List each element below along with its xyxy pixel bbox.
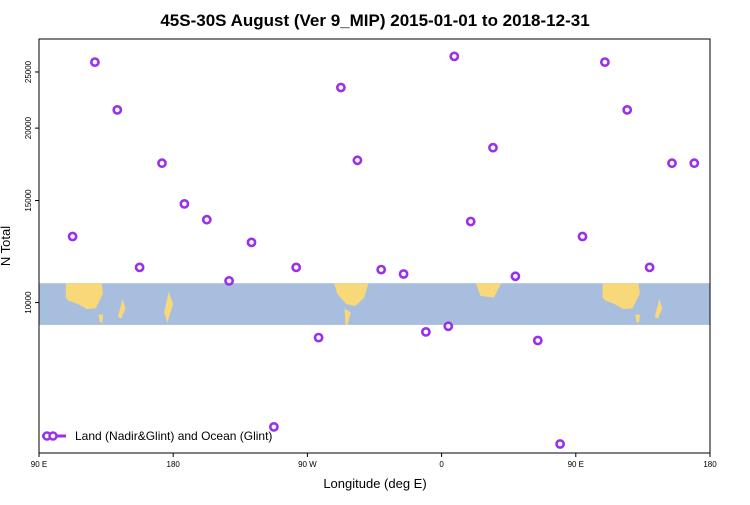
y-tick-label: 25000 [24,60,33,83]
legend: Land (Nadir&Glint) and Ocean (Glint) [42,429,272,443]
x-tick-label: 180 [167,460,181,469]
map-band [39,283,710,325]
y-tick-label: 10000 [24,291,33,314]
data-point [268,421,279,432]
land-new-zealand [118,299,126,319]
data-point [376,264,387,275]
data-point [112,105,123,115]
data-point [335,82,346,93]
land-new-zealand-south [164,291,174,323]
land-new-zealand [654,299,663,319]
legend-marker [48,431,58,441]
data-point [201,214,212,225]
data-point [352,155,363,166]
data-point [246,237,257,248]
ocean-band [39,283,710,325]
x-tick-label: 90 W [298,460,317,469]
data-point [600,57,610,67]
x-tick-label: 90 E [568,460,584,469]
land-australia [602,283,640,310]
data-point [465,216,476,227]
data-point [488,142,498,153]
data-point [157,158,167,169]
data-point [291,262,302,273]
x-tick-label: 0 [439,460,444,469]
y-axis-label: N Total [0,226,13,266]
x-axis: 90 E 180 90 W 0 90 E 180 [31,453,717,469]
data-point [224,275,234,286]
data-point [510,271,521,282]
data-point [313,332,324,343]
data-point [449,51,460,62]
y-tick-label: 20000 [24,116,33,139]
land-tasmania [635,314,640,323]
land-south-america [334,283,369,307]
y-axis: 10000 15000 20000 25000 [24,60,39,314]
land-australia [65,283,104,310]
plot-frame [38,38,711,454]
x-axis-label: Longitude (deg E) [323,476,426,491]
data-point [134,262,145,273]
x-tick-label: 180 [703,460,717,469]
data-point [420,326,431,337]
data-point [398,269,409,279]
x-tick-label: 90 E [31,460,47,469]
chart-title: 45S-30S August (Ver 9_MIP) 2015-01-01 to… [160,11,589,30]
data-point [67,231,78,242]
land-south-africa [475,283,502,298]
data-point [689,158,700,169]
data-point [532,335,543,346]
data-point [644,262,655,273]
legend-label: Land (Nadir&Glint) and Ocean (Glint) [75,429,272,443]
data-point [622,105,633,115]
data-point [179,198,190,209]
data-point [577,231,588,242]
data-point [555,439,565,449]
data-points [67,51,700,449]
data-point [90,57,100,67]
data-point [667,158,677,169]
land-patagonia [344,308,351,325]
land-tasmania [98,314,104,323]
data-point [443,321,454,332]
y-tick-label: 15000 [24,189,33,212]
